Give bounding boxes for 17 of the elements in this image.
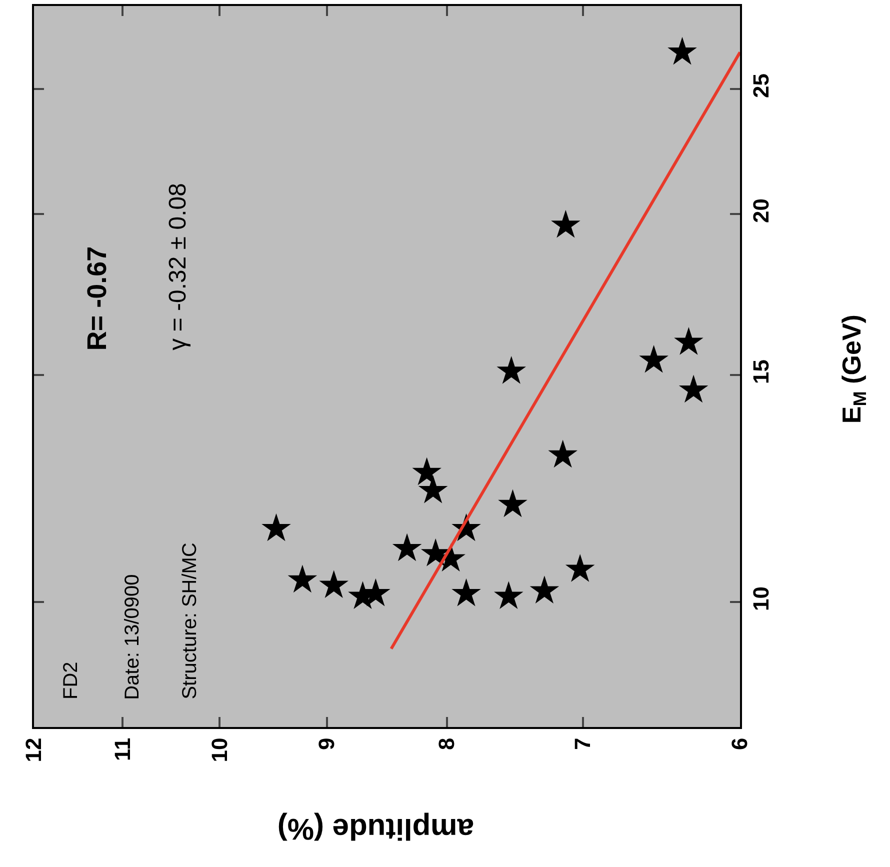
annotation: R= -0.67: [82, 246, 112, 351]
annotation: FD2: [60, 662, 82, 700]
x-tick-label: 6: [727, 738, 752, 750]
y-tick-label: 20: [748, 198, 774, 223]
x-tick-label: 11: [110, 738, 135, 762]
x-tick-label: 12: [21, 738, 46, 762]
x-tick-label: 7: [570, 738, 596, 750]
y-tick-label: 10: [748, 586, 774, 612]
y-tick-label: 15: [748, 360, 774, 384]
x-axis-title: amplitude (%): [277, 812, 474, 845]
x-tick-label: 10: [206, 738, 232, 762]
annotation: γ = -0.32 ± 0.08: [164, 183, 192, 350]
x-tick-label: 8: [434, 738, 460, 750]
annotation: Structure: SH/MC: [178, 542, 201, 700]
y-tick-label: 25: [748, 74, 774, 98]
x-tick-label: 9: [314, 738, 340, 750]
annotation: Date: 13/0900: [121, 574, 144, 700]
